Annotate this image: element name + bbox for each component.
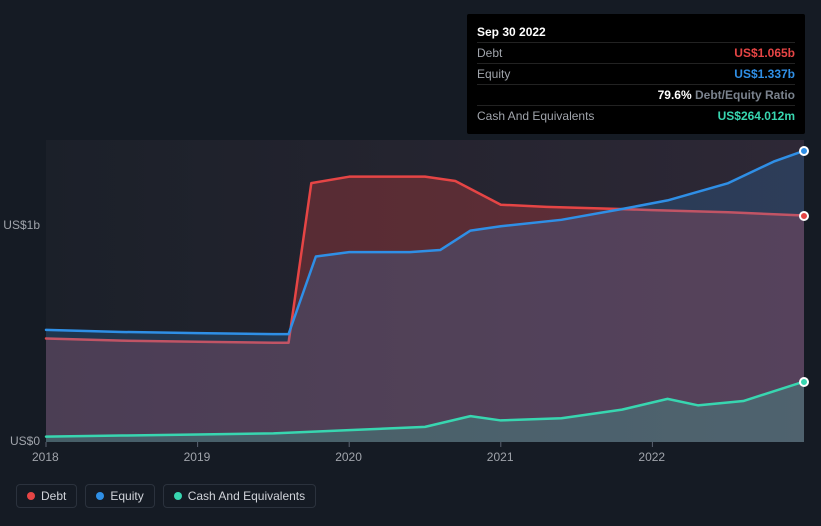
marker-debt: [799, 211, 809, 221]
tooltip-title: Sep 30 2022: [477, 23, 546, 41]
tooltip-row-label: Debt: [477, 44, 502, 62]
legend-dot-icon: [27, 492, 35, 500]
y-tick-label: US$0: [0, 434, 40, 448]
tooltip-row: 79.6% Debt/Equity Ratio: [477, 84, 795, 105]
y-tick-label: US$1b: [0, 218, 40, 232]
tooltip-row-label: Equity: [477, 65, 510, 83]
legend-label: Cash And Equivalents: [188, 489, 305, 503]
x-tick-label: 2019: [184, 450, 211, 464]
legend-item-cash-and-equivalents[interactable]: Cash And Equivalents: [163, 484, 316, 508]
legend-dot-icon: [174, 492, 182, 500]
marker-cash-and-equivalents: [799, 377, 809, 387]
tooltip-row-label: Cash And Equivalents: [477, 107, 594, 125]
tooltip-row: Debt US$1.065b: [477, 42, 795, 63]
tooltip-row: Cash And Equivalents US$264.012m: [477, 105, 795, 126]
x-tick-label: 2021: [487, 450, 514, 464]
tooltip-row-value: 79.6% Debt/Equity Ratio: [658, 86, 795, 104]
tooltip-row-value: US$1.337b: [734, 65, 795, 83]
legend-item-equity[interactable]: Equity: [85, 484, 154, 508]
legend: Debt Equity Cash And Equivalents: [16, 484, 316, 508]
legend-dot-icon: [96, 492, 104, 500]
tooltip-row-value: US$264.012m: [718, 107, 795, 125]
legend-label: Debt: [41, 489, 66, 503]
x-tick-label: 2020: [335, 450, 362, 464]
x-tick-label: 2018: [32, 450, 59, 464]
tooltip-row-value: US$1.065b: [734, 44, 795, 62]
legend-item-debt[interactable]: Debt: [16, 484, 77, 508]
marker-equity: [799, 146, 809, 156]
tooltip-card: Sep 30 2022 Debt US$1.065b Equity US$1.337b…: [467, 14, 805, 134]
tooltip-row: Equity US$1.337b: [477, 63, 795, 84]
legend-label: Equity: [110, 489, 143, 503]
x-tick-label: 2022: [638, 450, 665, 464]
